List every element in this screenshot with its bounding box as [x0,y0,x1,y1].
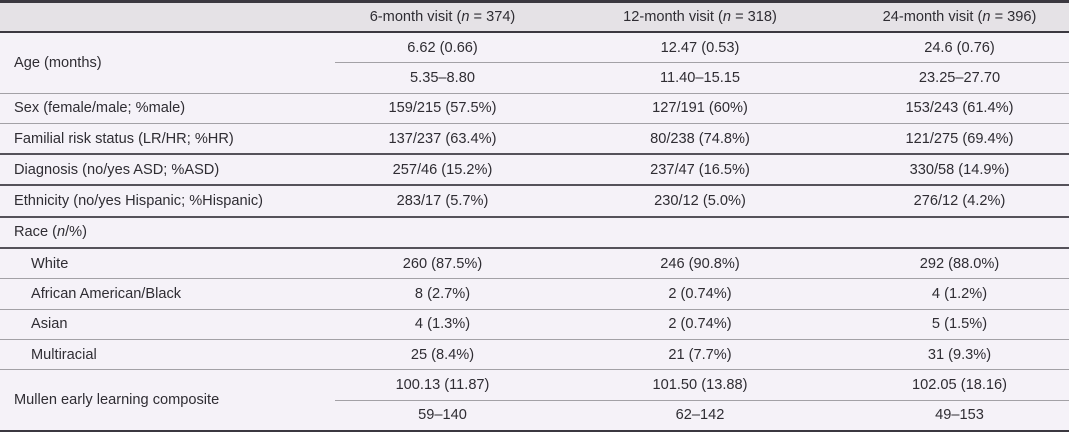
header-text: = 396) [990,9,1037,25]
header-6-month-visit: 6-month visit (n = 374) [335,1,550,33]
race-label-text: /%) [65,224,87,241]
cell-african-american-black-6mo: 8 (2.7%) [335,278,550,310]
cell-multiracial-6mo: 25 (8.4%) [335,338,550,370]
header-12-month-visit: 12-month visit (n = 318) [550,1,850,33]
cell-mullen-mean-12mo: 101.50 (13.88) [550,369,850,401]
cell-age-range-12mo: 11.40–15.15 [659,69,741,86]
cell-diagnosis-12mo: 237/47 (16.5%) [550,153,850,186]
race-n-italic: n [56,224,66,241]
cell-mullen-mean-6mo: 100.13 (11.87) [335,369,550,401]
row-label-sex: Sex (female/male; %male) [0,92,335,124]
header-row: 6-month visit (n = 374) 12-month visit (… [0,1,1069,33]
cell-ethnicity-6mo: 283/17 (5.7%) [335,184,550,217]
cell-asian-6mo: 4 (1.3%) [335,308,550,340]
cell-mullen-mean-24mo: 102.05 (18.16) [850,369,1069,401]
row-race-asian: Asian 4 (1.3%) 2 (0.74%) 5 (1.5%) [0,308,1069,340]
header-text: 12-month visit ( [623,9,723,25]
row-mullen-mean: Mullen early learning composite 100.13 (… [0,369,1069,431]
cell-white-6mo: 260 (87.5%) [335,247,550,279]
cell-age-range-6mo: 5.35–8.80 [410,69,475,86]
row-age-mean: Age (months) 6.62 (0.66) 12.47 (0.53) 24… [0,32,1069,71]
row-label-diagnosis: Diagnosis (no/yes ASD; %ASD) [0,153,335,186]
cell-ethnicity-12mo: 230/12 (5.0%) [550,184,850,217]
cell-familial-risk-12mo: 80/238 (74.8%) [550,122,850,155]
cell-mullen-range-24mo: 49–153 [935,407,984,424]
header-n-italic: n [461,9,470,25]
row-familial-risk: Familial risk status (LR/HR; %HR) 137/23… [0,122,1069,155]
row-label-familial-risk: Familial risk status (LR/HR; %HR) [0,122,335,155]
row-race-white: White 260 (87.5%) 246 (90.8%) 292 (88.0%… [0,247,1069,279]
row-diagnosis: Diagnosis (no/yes ASD; %ASD) 257/46 (15.… [0,153,1069,186]
row-label-mullen: Mullen early learning composite [0,369,335,431]
header-n-italic: n [722,9,732,25]
cell-mullen-range-12mo: 62–142 [675,407,725,424]
row-race-multiracial: Multiracial 25 (8.4%) 21 (7.7%) 31 (9.3%… [0,338,1069,370]
cell-ethnicity-24mo: 276/12 (4.2%) [850,184,1069,217]
cell-african-american-black-12mo: 2 (0.74%) [550,278,850,310]
cell-asian-12mo: 2 (0.74%) [550,308,850,340]
row-sex: Sex (female/male; %male) 159/215 (57.5%)… [0,92,1069,124]
cell-sex-6mo: 159/215 (57.5%) [335,92,550,124]
row-race-african-american-black: African American/Black 8 (2.7%) 2 (0.74%… [0,278,1069,310]
row-ethnicity: Ethnicity (no/yes Hispanic; %Hispanic) 2… [0,184,1069,217]
row-label-african-american-black: African American/Black [0,278,335,310]
cell-sex-24mo: 153/243 (61.4%) [850,92,1069,124]
header-text: = 374) [469,9,516,25]
cell-white-12mo: 246 (90.8%) [550,247,850,279]
cell-african-american-black-24mo: 4 (1.2%) [850,278,1069,310]
row-age-range: 5.35–8.80 11.40–15.15 23.25–27.70 [0,63,1069,93]
header-n-italic: n [982,9,991,25]
cell-sex-12mo: 127/191 (60%) [550,92,850,124]
row-label-age: Age (months) [14,54,102,71]
cell-multiracial-12mo: 21 (7.7%) [550,338,850,370]
row-label-multiracial: Multiracial [0,338,335,370]
cell-asian-24mo: 5 (1.5%) [850,308,1069,340]
header-text: = 318) [731,9,777,25]
race-label-text: Race ( [14,224,57,241]
header-text: 24-month visit ( [882,9,983,25]
cell-race-24mo [850,215,1069,249]
cell-diagnosis-24mo: 330/58 (14.9%) [850,153,1069,186]
cell-age-mean-24mo: 24.6 (0.76) [850,32,1069,64]
header-24-month-visit: 24-month visit (n = 396) [850,1,1069,33]
row-label-white: White [0,247,335,279]
cell-mullen-range-6mo: 59–140 [418,407,467,424]
row-label-asian: Asian [0,308,335,340]
cell-familial-risk-6mo: 137/237 (63.4%) [335,122,550,155]
cell-white-24mo: 292 (88.0%) [850,247,1069,279]
cell-race-12mo [550,215,850,249]
cell-age-mean-6mo: 6.62 (0.66) [335,32,550,64]
cell-age-mean-12mo: 12.47 (0.53) [550,32,850,64]
row-race-header: Race (n/%) [0,215,1069,249]
row-label-race: Race (n/%) [0,215,335,249]
cell-diagnosis-6mo: 257/46 (15.2%) [335,153,550,186]
cell-race-6mo [335,215,550,249]
cell-age-range-24mo: 23.25–27.70 [918,69,1001,86]
cell-multiracial-24mo: 31 (9.3%) [850,338,1069,370]
header-text: 6-month visit ( [369,9,462,25]
cell-familial-risk-24mo: 121/275 (69.4%) [850,122,1069,155]
header-empty-cell [0,1,335,33]
row-label-ethnicity: Ethnicity (no/yes Hispanic; %Hispanic) [0,184,335,217]
